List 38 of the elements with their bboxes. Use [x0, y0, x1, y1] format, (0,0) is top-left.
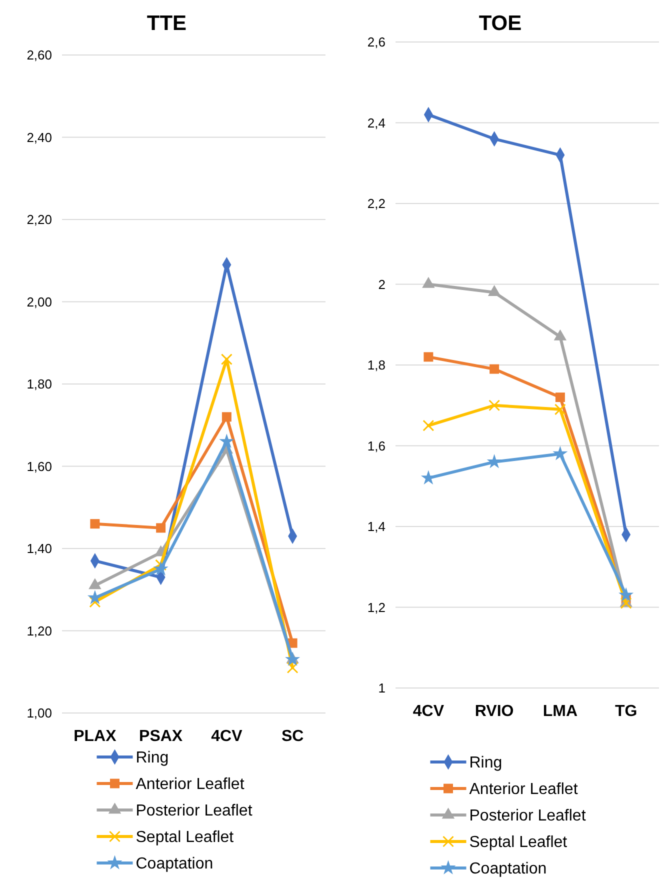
y-tick-label: 2,6 [367, 34, 386, 50]
y-tick-label: 2,20 [26, 212, 52, 228]
x-tick-label: LMA [542, 703, 578, 720]
legend-label: Septal Leaflet [136, 829, 234, 846]
y-tick-label: 2,2 [367, 196, 386, 212]
chart-title: TOE [478, 12, 522, 35]
y-tick-label: 1,60 [26, 458, 52, 474]
y-tick-label: 2,60 [26, 48, 52, 63]
chart-title: TTE [146, 12, 187, 35]
legend-label: Coaptation [136, 856, 214, 873]
legend-label: Coaptation [469, 860, 547, 878]
y-tick-label: 1,2 [367, 600, 386, 615]
legend-label: Ring [469, 754, 502, 772]
y-tick-label: 1 [378, 680, 386, 696]
y-tick-label: 1,20 [26, 623, 52, 638]
legend-label: Posterior Leaflet [136, 802, 253, 820]
x-tick-label: SC [281, 728, 304, 745]
legend-label: Anterior Leaflet [136, 776, 245, 794]
x-tick-label: TG [614, 703, 638, 720]
y-tick-label: 1,4 [367, 519, 386, 534]
y-tick-label: 2,40 [26, 130, 52, 145]
y-tick-label: 2,4 [367, 115, 386, 130]
y-tick-label: 1,40 [26, 541, 52, 556]
y-tick-label: 1,8 [367, 358, 386, 373]
x-tick-label: PLAX [74, 728, 117, 745]
x-tick-label: 4CV [412, 703, 444, 720]
x-tick-label: PSAX [139, 728, 183, 745]
y-tick-label: 1,00 [26, 706, 52, 721]
y-tick-label: 1,80 [26, 376, 52, 392]
legend-label: Posterior Leaflet [469, 808, 586, 825]
y-tick-label: 2 [378, 276, 386, 292]
x-tick-label: RVIO [474, 703, 514, 720]
legend-label: Anterior Leaflet [469, 781, 578, 798]
y-tick-label: 1,6 [367, 438, 386, 454]
legend-label: Septal Leaflet [469, 834, 568, 852]
x-tick-label: 4CV [211, 728, 243, 745]
y-tick-label: 2,00 [26, 294, 52, 310]
legend-label: Ring [136, 750, 169, 767]
